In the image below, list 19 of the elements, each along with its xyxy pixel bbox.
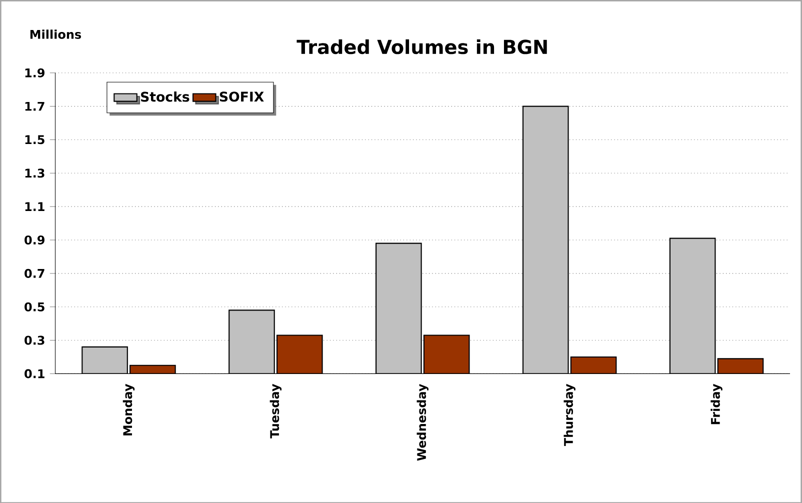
y-tick-label: 1.3 <box>25 168 44 178</box>
y-tick-label: 0.9 <box>24 235 44 244</box>
y-tick-label: 0.7 <box>24 268 44 278</box>
x-tick-label: Thursday <box>564 384 576 446</box>
x-tick-label: Wednesday <box>416 384 428 461</box>
x-tick-label: Friday <box>710 384 722 424</box>
y-tick-label: 1.7 <box>25 102 44 110</box>
y-tick-label: 1.9 <box>25 68 44 78</box>
legend-label: Stocks <box>141 91 190 102</box>
x-tick-label: Monday <box>122 384 135 436</box>
y-tick-label: 1.5 <box>25 135 44 144</box>
y-tick-label: 0.1 <box>24 368 44 378</box>
chart-title: Traded Volumes in BGN <box>296 39 547 54</box>
legend-label: SOFIX <box>220 91 264 102</box>
y-tick-label: 1.1 <box>25 202 44 211</box>
y-tick-label: 0.3 <box>24 336 44 345</box>
x-tick-label: Tuesday <box>270 384 282 438</box>
y-tick-label: 0.5 <box>24 302 44 312</box>
y-axis-title: Millions <box>30 29 82 39</box>
